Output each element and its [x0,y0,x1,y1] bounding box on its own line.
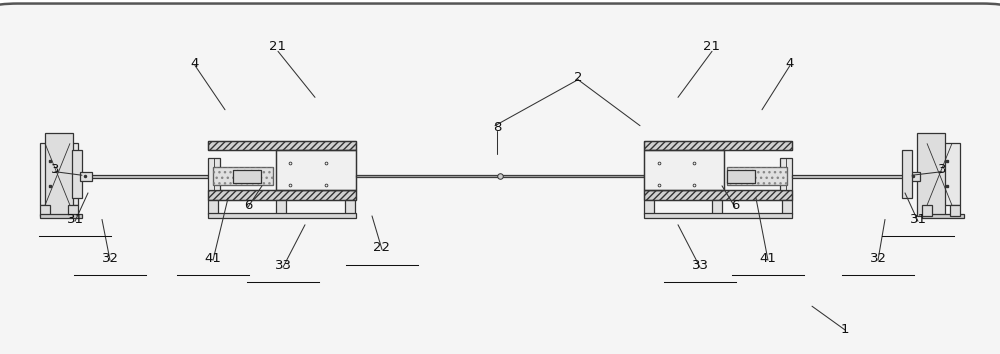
Bar [950,205,960,216]
Bar [727,167,787,185]
Text: 4: 4 [191,57,199,70]
Text: 3: 3 [938,164,946,176]
Text: 1: 1 [841,323,849,336]
Bar [208,213,356,218]
Bar [208,190,356,200]
Bar [208,158,220,190]
Text: 2: 2 [574,72,582,84]
Bar [712,200,722,214]
Bar [233,170,261,183]
Bar [208,141,356,150]
Bar [276,150,356,190]
Text: 32: 32 [870,252,887,265]
Bar [68,205,78,216]
Bar [644,141,792,150]
Bar [644,200,654,214]
Bar [727,167,787,185]
Bar [80,172,92,181]
Text: 21: 21 [270,40,287,52]
Bar [644,150,724,190]
Text: 3: 3 [51,164,59,176]
Bar [213,167,273,185]
Bar [72,150,82,198]
Bar [82,175,208,178]
Bar [644,190,792,200]
Text: 33: 33 [692,259,708,272]
Bar [345,200,355,214]
Text: 6: 6 [731,199,739,212]
Bar [727,170,755,183]
Bar [902,150,912,198]
Text: 4: 4 [786,57,794,70]
Bar [208,141,356,150]
Bar [922,214,964,218]
Bar [208,190,356,200]
Bar [922,143,960,205]
Bar [45,133,73,216]
Bar [792,175,918,178]
Bar [727,170,755,183]
Bar [276,200,286,214]
Bar [233,170,261,183]
Bar [782,200,792,214]
Text: 41: 41 [760,252,776,265]
Text: 22: 22 [374,241,390,254]
Bar [276,150,356,190]
Bar [644,141,792,150]
FancyBboxPatch shape [0,4,1000,354]
Bar [908,172,920,181]
Bar [644,213,792,218]
Bar [922,205,932,216]
Bar [356,175,644,177]
Text: 21: 21 [704,40,720,52]
Bar [917,133,945,216]
Bar [780,158,792,190]
Bar [213,167,273,185]
Bar [644,150,724,190]
Bar [644,190,792,200]
Text: 31: 31 [910,213,926,226]
Text: 6: 6 [244,199,252,212]
Text: 33: 33 [274,259,292,272]
Bar [40,214,82,218]
Text: 31: 31 [66,213,84,226]
Bar [40,205,50,216]
Text: 32: 32 [102,252,119,265]
Bar [40,143,78,205]
Bar [208,200,218,214]
Text: 41: 41 [205,252,221,265]
Text: 8: 8 [493,121,501,134]
